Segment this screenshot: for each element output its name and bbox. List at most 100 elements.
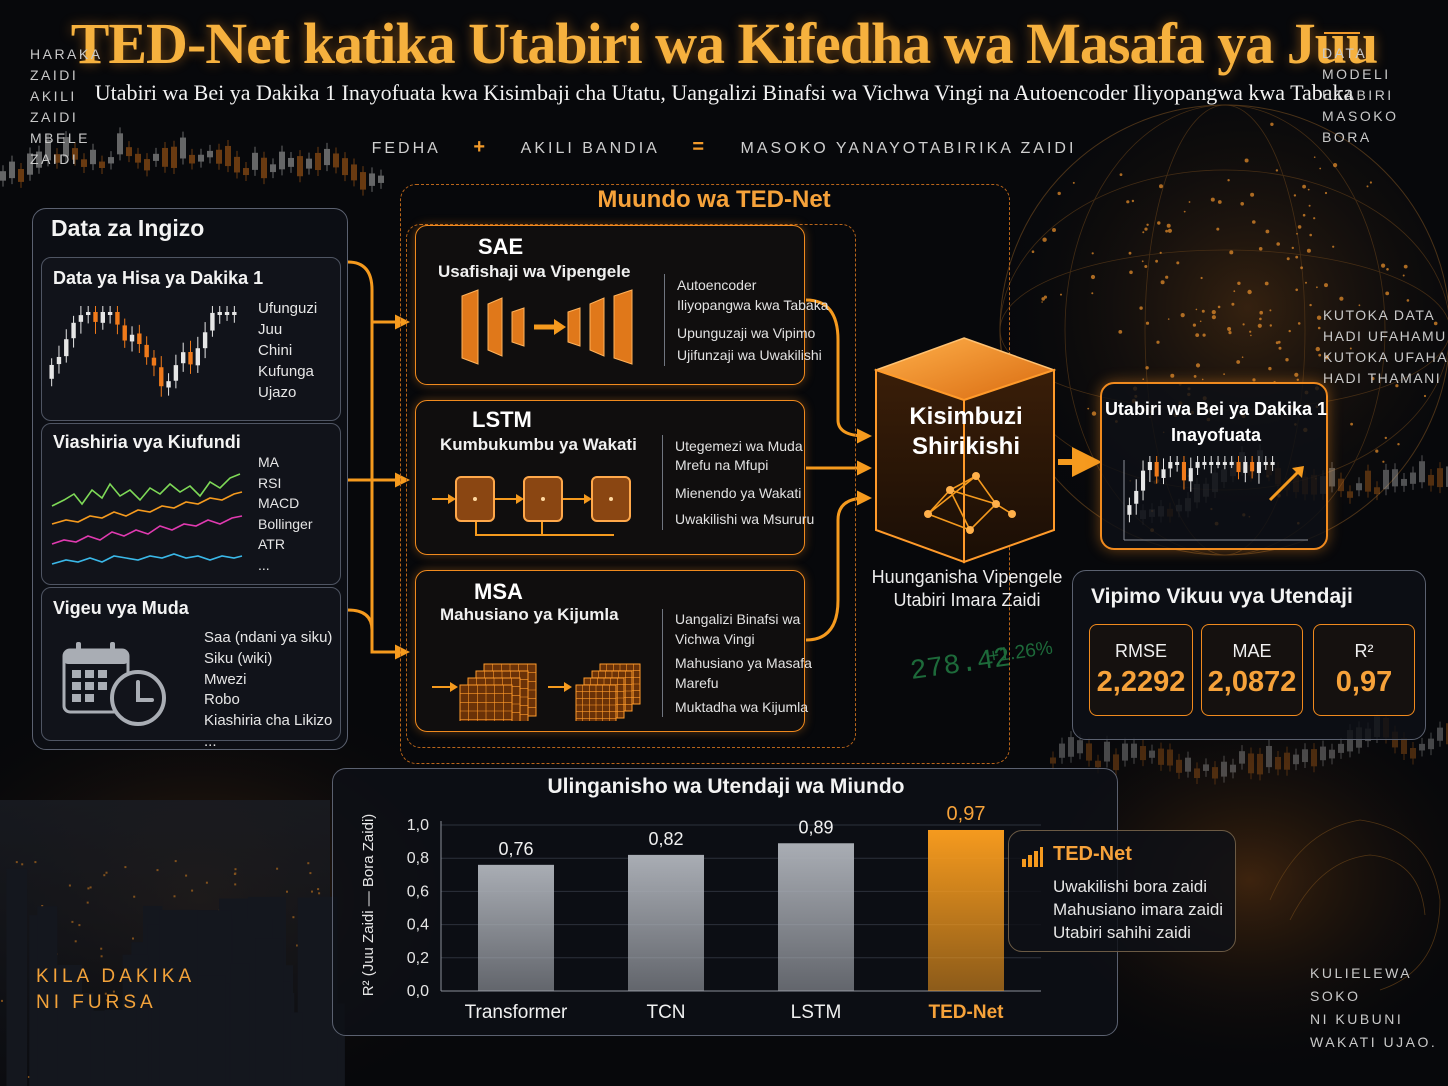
bg-city-light bbox=[87, 887, 90, 890]
globe-dot bbox=[1129, 270, 1133, 275]
chart-category-label: Transformer bbox=[465, 1002, 568, 1023]
bg-city-light bbox=[234, 883, 237, 886]
candle-body bbox=[195, 348, 200, 366]
bg-city-light bbox=[174, 860, 177, 863]
metrics-panel: Vipimo Vikuu vya Utendaji RMSE 2,2292 MA… bbox=[1072, 570, 1426, 740]
bg-city-light bbox=[89, 886, 92, 889]
chart-bar bbox=[628, 854, 704, 991]
globe-dot bbox=[1160, 280, 1165, 285]
bg-candle bbox=[171, 146, 177, 168]
globe-dot bbox=[1307, 188, 1310, 191]
list-item: Bollinger bbox=[258, 515, 313, 532]
globe-dot bbox=[1229, 250, 1234, 255]
globe-dot bbox=[1041, 297, 1045, 301]
list-item: Saa (ndani ya siku) bbox=[204, 629, 333, 646]
comparison-chart-panel: Ulinganisho wa Utendaji wa Miundo 0,0 0,2… bbox=[332, 768, 1118, 1036]
bg-city-light bbox=[292, 916, 295, 919]
bg-city-light bbox=[205, 881, 208, 884]
globe-dot bbox=[1406, 299, 1410, 302]
bg-candle bbox=[216, 149, 222, 164]
bg-candle bbox=[18, 169, 24, 182]
bg-city-light bbox=[191, 889, 194, 892]
side-word: MODELI bbox=[1322, 66, 1391, 82]
globe-dot bbox=[1277, 340, 1281, 344]
globe-dot bbox=[1247, 289, 1252, 295]
msa-subtitle: Mahusiano ya Kijumla bbox=[440, 605, 619, 624]
globe-dot bbox=[1259, 310, 1263, 315]
list-item: Ufunguzi bbox=[258, 300, 318, 317]
bg-city-light bbox=[100, 947, 103, 950]
bg-city-light bbox=[276, 867, 279, 870]
globe-dot bbox=[1385, 291, 1390, 296]
globe-dot bbox=[1269, 324, 1273, 327]
bg-city-light bbox=[156, 869, 159, 872]
bg-city-light bbox=[105, 871, 108, 874]
bg-candle bbox=[72, 148, 78, 160]
bg-building bbox=[37, 906, 58, 1086]
desc-line: Uwakilishi wa Msururu bbox=[675, 511, 815, 527]
bg-candle bbox=[1284, 752, 1290, 770]
bg-candle bbox=[144, 159, 150, 171]
bg-candle bbox=[1140, 746, 1146, 761]
chart-value-label: 0,89 bbox=[798, 817, 833, 837]
fusion-caption: Huunganisha Vipengele Utabiri Imara Zaid… bbox=[862, 566, 1072, 612]
chart-bar bbox=[478, 864, 554, 991]
globe-dot bbox=[1202, 333, 1206, 337]
bg-candle bbox=[1347, 491, 1353, 498]
globe-dot bbox=[1317, 326, 1321, 330]
candle-body bbox=[1222, 462, 1227, 465]
bg-city-light bbox=[124, 866, 127, 869]
bg-candle bbox=[1176, 759, 1182, 773]
candle-body bbox=[129, 334, 135, 342]
bg-building bbox=[230, 963, 250, 1086]
bg-candle bbox=[135, 153, 141, 163]
side-word: KULIELEWA bbox=[1310, 965, 1413, 981]
time-items: Saa (ndani ya siku) Siku (wiki) Mwezi Ro… bbox=[204, 628, 332, 753]
bg-candle bbox=[180, 137, 186, 159]
metric-rmse: RMSE 2,2292 bbox=[1089, 624, 1193, 716]
desc-line: Upunguzaji wa Vipimo bbox=[677, 325, 816, 341]
flow-arrow-head bbox=[450, 682, 458, 692]
bg-city-light bbox=[41, 905, 44, 907]
candle-body bbox=[137, 333, 142, 345]
metric-name: R² bbox=[1354, 641, 1374, 661]
chart-value-label: 0,97 bbox=[947, 803, 986, 825]
globe-dot bbox=[1210, 197, 1215, 202]
list-item: Robo bbox=[204, 691, 240, 709]
globe-dot bbox=[1072, 181, 1075, 184]
bg-city-light bbox=[103, 874, 106, 877]
list-item: ATR bbox=[258, 536, 285, 552]
bg-candle bbox=[252, 152, 258, 170]
candle-body bbox=[1154, 462, 1159, 477]
side-word: MASOKO bbox=[1322, 108, 1399, 124]
fusion-caption-line: Utabiri Imara Zaidi bbox=[893, 590, 1041, 610]
candle-body bbox=[56, 356, 62, 365]
globe-dot bbox=[1276, 242, 1280, 246]
globe-dot bbox=[1270, 122, 1274, 127]
trend-arrow-icon bbox=[1268, 468, 1302, 502]
prediction-title-line: Inayofuata bbox=[1170, 425, 1262, 445]
globe-dot bbox=[1257, 323, 1262, 328]
globe-dot bbox=[1297, 225, 1302, 229]
globe-dot bbox=[1060, 293, 1062, 296]
chart-category-label: LSTM bbox=[791, 1002, 842, 1023]
candle-body bbox=[224, 312, 230, 315]
tagline-plus: + bbox=[473, 136, 489, 158]
bg-candle bbox=[315, 152, 321, 171]
side-words-right-top: DATA MODELI UTABIRI MASOKO BORA bbox=[1322, 43, 1398, 148]
globe-dot bbox=[1395, 384, 1399, 388]
globe-dot bbox=[1031, 250, 1035, 253]
list-item: Mahusiano imara zaidi bbox=[1053, 900, 1224, 919]
bg-candle bbox=[1401, 478, 1407, 486]
bg-city-light bbox=[173, 895, 176, 898]
globe-dot bbox=[1291, 246, 1295, 250]
bg-candle bbox=[153, 153, 159, 161]
chart-value-label: 0,82 bbox=[648, 829, 683, 849]
bg-candle bbox=[1437, 468, 1443, 488]
globe-dot bbox=[1296, 378, 1300, 381]
side-word: NI KUBUNI bbox=[1310, 1011, 1404, 1027]
candle-body bbox=[115, 312, 120, 325]
side-word: ZAIDI bbox=[30, 109, 79, 125]
candle-body bbox=[100, 312, 105, 323]
bg-candle bbox=[1374, 487, 1380, 495]
